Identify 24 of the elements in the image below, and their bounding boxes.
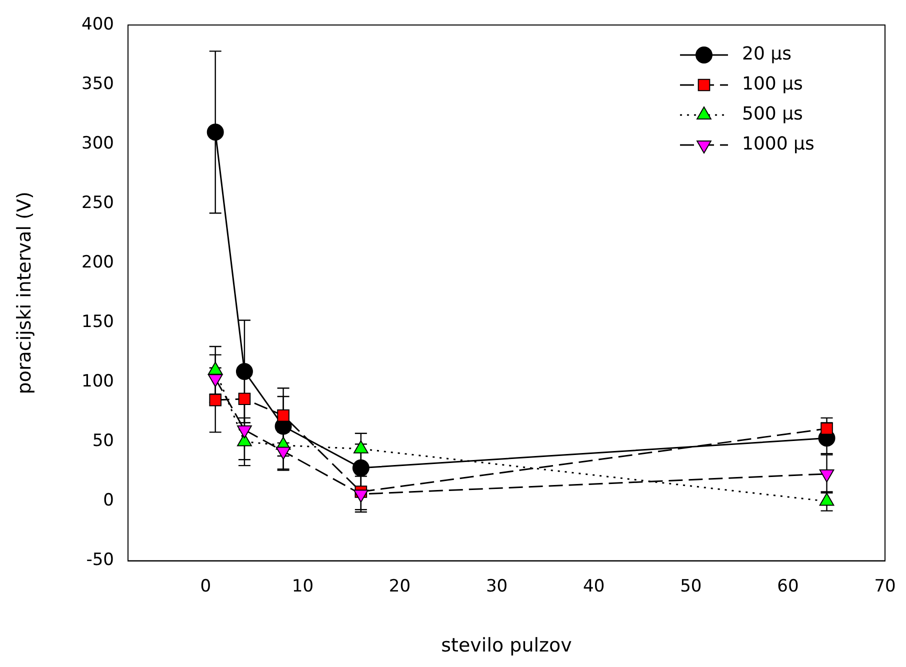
y-tick-label: 350 [82,74,114,94]
x-tick-label: 0 [200,576,212,596]
x-tick-label: 60 [777,576,799,596]
y-tick-label: 250 [82,193,114,214]
y-tick-label: 100 [82,372,114,392]
y-tick-label: -50 [86,550,114,570]
y-axis-title: poracijski interval (V) [13,192,36,394]
y-tick-label: 300 [82,133,114,154]
y-tick-label: 50 [92,431,114,452]
y-tick-label: 200 [82,252,114,273]
legend-label: 100 µs [742,74,803,95]
y-tick-label: 150 [82,312,114,332]
legend-label: 20 µs [742,44,792,65]
y-tick-label: 400 [82,14,114,34]
x-tick-label: 20 [388,576,411,596]
y-tick-label: 0 [103,490,114,511]
x-tick-label: 70 [874,576,896,596]
x-axis-title: stevilo pulzov [441,634,572,657]
legend-label: 500 µs [742,104,803,125]
x-tick-label: 10 [292,576,314,596]
x-tick-label: 50 [680,576,702,596]
legend-label: 1000 µs [742,134,814,155]
x-tick-label: 30 [486,576,508,596]
x-tick-label: 40 [583,576,605,596]
